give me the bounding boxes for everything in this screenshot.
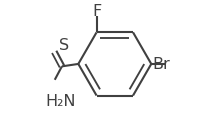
Text: H₂N: H₂N bbox=[45, 93, 76, 108]
Text: Br: Br bbox=[152, 57, 170, 72]
Text: F: F bbox=[92, 4, 102, 19]
Text: S: S bbox=[59, 38, 69, 53]
